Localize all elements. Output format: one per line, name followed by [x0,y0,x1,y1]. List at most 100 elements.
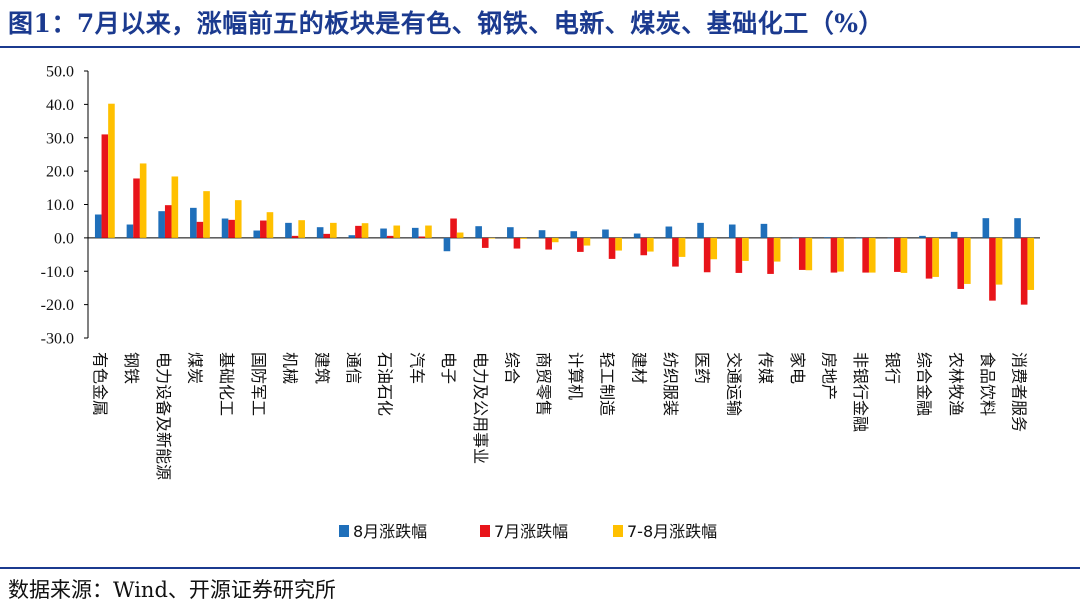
bar [932,237,939,277]
bar [253,230,261,238]
bar [1014,218,1021,238]
bar [203,191,210,238]
category-label: 石油石化 [376,352,395,416]
bar [982,218,990,238]
bar [728,224,736,238]
y-tick-label: -20.0 [41,297,74,314]
bar [577,237,584,252]
bar [672,237,679,267]
bar [139,163,147,238]
category-label: 传媒 [756,352,775,384]
bar [615,237,622,251]
bar [520,237,527,239]
bar [425,225,432,238]
bar [196,221,204,238]
bar [323,233,331,238]
bar [868,237,876,273]
y-tick-label: 50.0 [46,64,74,81]
bar [887,237,895,239]
bar [507,227,514,238]
chart-title: 图1：7月以来，涨幅前五的板块是有色、钢铁、电新、煤炭、基础化工（%） [8,9,885,38]
y-tick-label: 30.0 [46,130,74,147]
category-label: 消费者服务 [1010,352,1029,432]
category-label: 计算机 [566,352,585,400]
legend-label: 7月涨跌幅 [494,522,568,541]
bar [488,237,496,239]
bar [710,237,718,260]
legend-swatch [613,525,623,537]
bar [697,222,704,238]
bar [760,223,768,238]
bar [900,237,908,273]
bar [570,231,578,238]
bar [481,237,489,248]
bar [837,237,844,272]
y-tick-label: -10.0 [41,264,74,281]
bar [126,224,134,238]
bar [475,226,482,238]
category-label: 钢铁 [122,352,141,384]
bar [361,223,369,238]
bar [348,235,356,238]
bar [792,237,799,239]
category-label: 轻工制造 [598,352,617,416]
category-label: 电力及公用事业 [471,352,490,464]
category-label: 有色金属 [90,352,109,416]
category-label: 建材 [629,352,648,384]
title-rule [0,46,1080,48]
bar [190,207,197,238]
category-label: 房地产 [819,352,838,400]
bar [805,237,813,271]
bar [108,103,115,238]
bar [158,211,165,238]
bar [450,218,457,238]
y-tick-label: 10.0 [46,197,74,214]
bar [950,231,958,238]
bar [608,237,616,259]
bar-chart: 50.0 40.0 30.0 20.0 10.0 0.0 -10.0 -20.0 -30.0 有色… [41,64,1040,541]
bar [678,237,686,257]
category-label: 商贸零售 [534,352,553,416]
category-label: 基础化工 [217,352,236,416]
category-label: 电力设备及新能源 [154,352,173,480]
bar [101,134,109,238]
legend-label: 8月涨跌幅 [353,522,427,541]
bar [380,228,387,238]
bar [221,218,229,238]
bar [260,220,267,238]
bar [551,237,559,243]
bar [164,205,172,238]
bar [703,237,711,273]
bar [583,237,591,246]
bar [330,222,337,238]
bar [995,237,1003,285]
bar [773,237,781,262]
y-tick-label: 0.0 [54,230,74,247]
legend-label: 7-8月涨跌幅 [627,522,717,541]
bar [824,237,831,238]
y-tick-label: 20.0 [46,164,74,181]
bar [513,237,521,249]
bar [411,227,419,238]
bar [1027,237,1035,290]
bar [316,227,324,238]
bar [386,235,394,238]
bar [830,237,838,273]
category-label: 交通运输 [724,352,743,416]
bar [862,237,869,273]
category-label: 汽车 [407,352,426,384]
legend-swatch [339,525,349,537]
bar [545,237,552,250]
bar [894,237,901,272]
bar [228,219,235,238]
category-label: 银行 [883,352,902,384]
bar [742,237,749,261]
category-label: 建筑 [312,352,331,384]
y-tick-label: 40.0 [46,97,74,114]
bar [298,220,305,238]
category-label: 农林牧渔 [946,352,965,416]
bar [418,236,426,238]
source-note: 数据来源：Wind、开源证券研究所 [8,578,336,602]
bar [291,235,299,238]
category-label: 家电 [788,352,807,384]
